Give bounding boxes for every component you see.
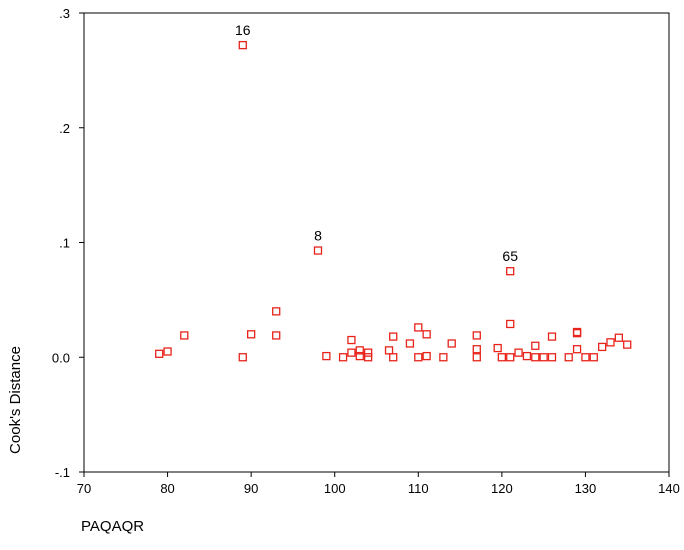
data-point-marker [472,345,481,354]
data-point-marker [180,331,189,340]
data-point-marker [472,353,481,362]
data-point-marker [497,353,507,362]
data-point-marker [363,348,373,357]
y-axis-ticks: -.1 0.0 .1 .2 .3 [52,6,84,480]
data-point-marker [155,349,164,358]
y-tick-label: -.1 [55,465,70,480]
data-point-marker [572,329,582,338]
data-point-marker [514,348,523,357]
data-point-marker [246,330,256,339]
data-point-marker [506,353,515,362]
data-point-marker [531,341,540,350]
x-tick-label: 130 [575,481,597,496]
data-point-marker [389,353,398,362]
x-axis-ticks: 70 80 90 100 110 120 130 140 [77,472,680,496]
data-point-case-label: 65 [502,248,518,264]
y-tick-label: .1 [59,236,70,251]
y-tick-label: .3 [59,6,70,21]
data-point-marker [422,351,431,361]
data-point-marker [506,267,515,276]
data-point-marker [163,347,172,356]
data-point-marker [623,340,632,349]
x-tick-label: 70 [77,481,91,496]
data-point-marker [597,342,607,352]
data-point-marker [355,351,364,361]
data-point-marker [338,353,348,362]
data-point-case-label: 8 [314,228,322,244]
x-tick-label: 80 [160,481,174,496]
data-point-marker [238,353,247,362]
data-point-marker [564,353,573,362]
data-point-marker [606,338,615,347]
data-point-marker [539,353,548,362]
x-tick-label: 100 [324,481,346,496]
data-point-marker [272,307,281,316]
data-point-marker [347,348,356,357]
data-point-marker [414,353,423,362]
data-point-marker [614,333,624,342]
data-point-marker [547,332,557,341]
y-axis-title: Cook's Distance [7,346,24,454]
data-point-marker [522,351,532,361]
data-point-marker [322,351,331,361]
data-point-case-label: 16 [235,22,251,38]
data-point-marker [506,319,515,329]
data-point-marker [414,323,423,332]
data-point-marker [589,353,598,362]
x-tick-label: 140 [658,481,680,496]
data-point-marker [384,346,394,355]
data-point-marker [447,339,456,348]
y-tick-label: .2 [59,121,70,136]
x-tick-label: 110 [408,481,429,496]
data-point-marker [439,353,448,362]
data-point-marker [493,343,502,353]
data-point-marker [355,346,364,355]
data-point-marker [313,246,323,255]
data-point-marker [531,353,540,362]
data-point-marker [422,330,431,339]
y-tick-label: 0.0 [52,350,70,365]
x-tick-label: 90 [244,481,258,496]
data-point-marker [472,331,481,340]
data-point-marker [581,353,590,362]
data-point-marker [238,40,247,50]
plot-area-frame [83,12,670,473]
data-point-marker [363,353,373,362]
data-point-marker [547,353,557,362]
data-point-marker [572,345,582,354]
x-axis-title: PAQAQR [81,518,144,535]
data-point-labels: 16 8 65 [235,22,518,264]
x-tick-label: 120 [491,481,513,496]
data-point-marker [389,332,398,341]
data-point-marker [347,335,356,345]
data-point-marker [272,331,281,340]
data-points [155,40,632,362]
data-point-marker [405,339,415,348]
